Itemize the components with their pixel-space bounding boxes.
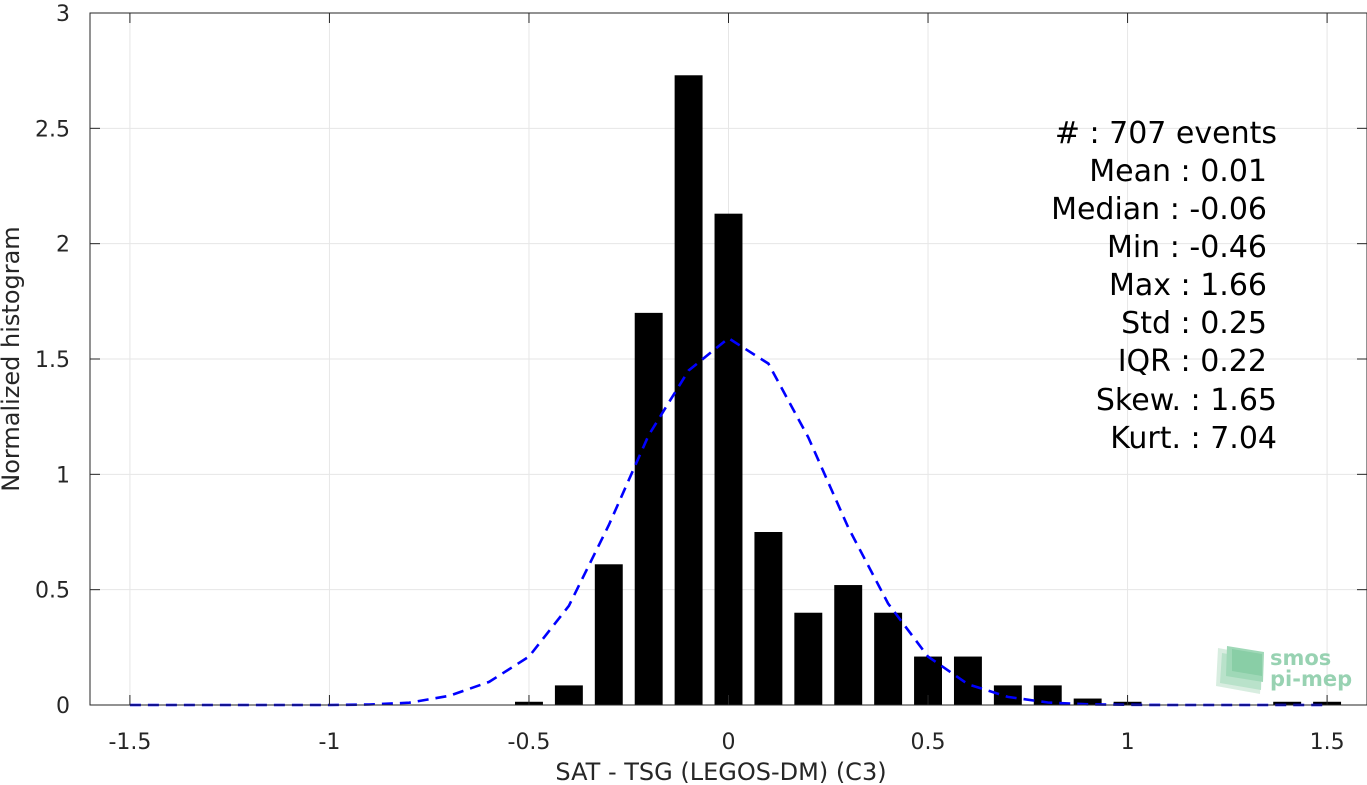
histogram-bar (674, 75, 703, 705)
x-tick-label: -1 (318, 730, 340, 755)
histogram-bar (1073, 698, 1102, 705)
y-tick-label: 1 (56, 463, 70, 488)
histogram-bar (1273, 701, 1302, 705)
histogram-bar (874, 612, 903, 705)
x-tick-label: 0.5 (911, 730, 946, 755)
histogram-bar (554, 685, 583, 705)
histogram-bar (794, 612, 823, 705)
bars (515, 75, 1342, 705)
x-tick-label: -1.5 (108, 730, 151, 755)
histogram-bar (594, 564, 623, 705)
stat-iqr: IQR : 0.22 (1118, 344, 1267, 379)
stat-min: Min : -0.46 (1107, 230, 1267, 265)
y-tick-label: 0 (56, 694, 70, 719)
histogram-bar (714, 213, 743, 705)
histogram-bar (834, 585, 863, 705)
histogram-bar (634, 312, 663, 705)
stat-max: Max : 1.66 (1109, 268, 1267, 303)
logo-line1: smos (1270, 646, 1331, 670)
stat-events: # : 707 events (1055, 116, 1277, 151)
y-tick-label: 3 (56, 2, 70, 27)
stat-kurt: Kurt. : 7.04 (1110, 421, 1277, 456)
smos-pimep-logo: smos pi-mep (1216, 646, 1352, 694)
x-tick-label: 0 (722, 730, 736, 755)
y-tick-label: 2 (56, 233, 70, 258)
x-axis-label: SAT - TSG (LEGOS-DM) (C3) (555, 758, 886, 785)
histogram-bar (1033, 685, 1062, 705)
logo-line2: pi-mep (1270, 667, 1352, 691)
x-tick-label: 1.5 (1310, 730, 1345, 755)
stat-skew: Skew. : 1.65 (1096, 383, 1277, 418)
y-tick-label: 0.5 (35, 579, 70, 604)
stats-annotation: # : 707 events Mean : 0.01 Median : -0.0… (1051, 116, 1277, 456)
histogram-bar (953, 656, 982, 705)
stat-mean: Mean : 0.01 (1089, 154, 1267, 189)
x-tick-label: 1 (1121, 730, 1135, 755)
y-axis-label: Normalized histogram (0, 226, 25, 491)
stat-std: Std : 0.25 (1121, 306, 1267, 341)
y-tick-label: 1.5 (35, 348, 70, 373)
y-axis-ticks: 0 0.5 1 1.5 2 2.5 3 (35, 2, 1367, 719)
histogram-bar (754, 532, 783, 705)
x-axis-ticks: -1.5 -1 -0.5 0 0.5 1 1.5 (108, 13, 1345, 755)
logo-graphic-icon (1216, 646, 1264, 694)
x-tick-label: -0.5 (508, 730, 551, 755)
histogram-bar (993, 685, 1022, 705)
y-tick-label: 2.5 (35, 117, 70, 142)
stat-median: Median : -0.06 (1051, 192, 1267, 227)
